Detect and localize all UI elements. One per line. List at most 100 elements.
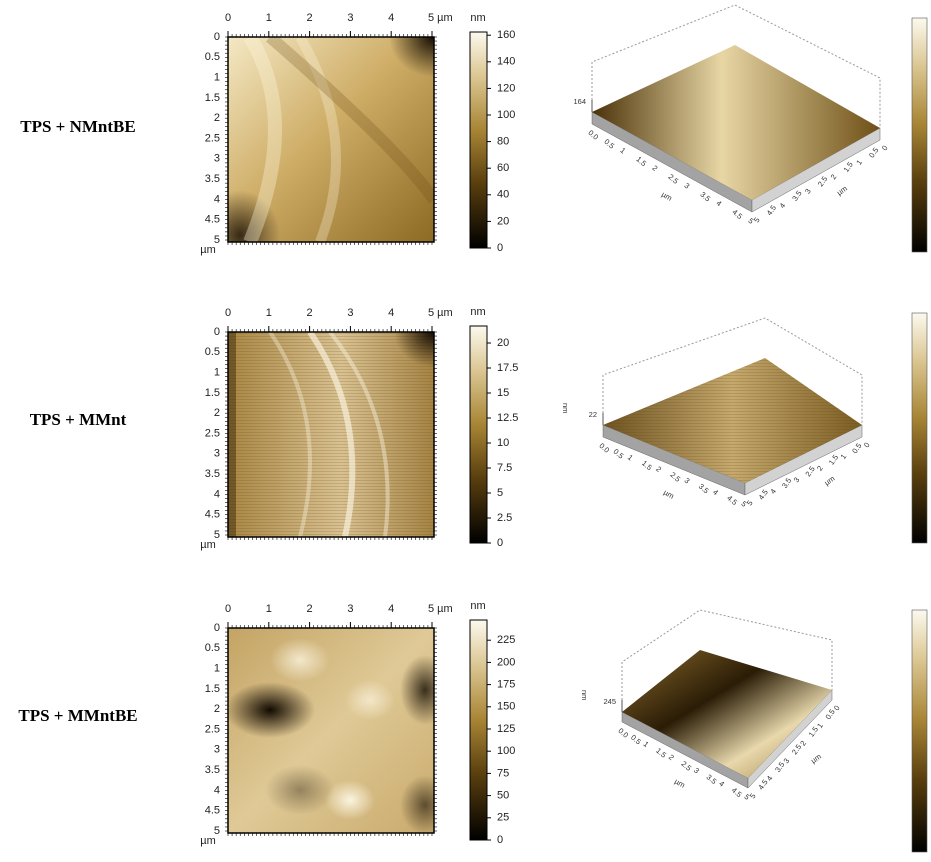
row-label: TPS + NMntBE [20,117,135,136]
x3d-tick-label: 3.5 [698,190,712,204]
x3d-tick-label: 3.5 [697,482,711,496]
y-tick-label: 2 [214,703,220,715]
y-tick-label: 2.5 [205,132,220,144]
x3d-tick-label: 3 [692,766,701,776]
x-tick-label: 0 [225,12,231,24]
colorbar-tick-label: 200 [497,656,515,668]
y-tick-label: 1.5 [205,387,220,399]
x3d-tick-label: 3 [682,181,691,191]
y3d-tick-label: 0 [862,441,872,450]
x3d-tick-label: 0.5 [629,733,643,747]
x-tick-label: 4 [388,12,394,24]
y-tick-label: 3.5 [205,764,220,776]
x-tick-label: 1 [266,603,272,615]
colorbar-3d [912,313,927,543]
x-tick-label: 5 µm [428,603,453,615]
colorbar-tick-label: 10 [497,437,509,449]
x3d-tick-label: 4.5 [730,786,744,800]
colorbar-tick-label: 17.5 [497,362,518,374]
y3d-tick-label: 5 [745,499,755,508]
y3d-unit: µm [835,184,849,197]
y3d-unit: µm [809,752,823,765]
y3d-tick-label: 2 [829,173,839,182]
y-tick-label: 4.5 [205,509,220,521]
y-tick-label: 1 [214,367,220,379]
x3d-tick-label: 3 [683,476,692,486]
y-tick-label: 3 [214,448,220,460]
x-tick-label: 4 [388,603,394,615]
x-tick-label: 2 [307,307,313,319]
colorbar-tick-label: 80 [497,136,509,148]
y-tick-label: 3.5 [205,173,220,185]
y-tick-label: 0 [214,326,220,338]
y-tick-label: 3 [214,153,220,165]
y3d-tick-label: 2 [815,464,825,473]
x3d-tick-label: 1 [642,739,651,749]
y3d-tick-label: 1.5 [841,160,854,174]
y3d-tick-label: 0 [880,144,890,153]
z-label: 164 [573,97,586,106]
x-tick-label: 0 [225,603,231,615]
figure: TPS + NMntBE012345 µm00.511.522.533.544.… [0,0,931,862]
x3d-tick-label: 0.0 [586,128,600,142]
y-tick-label: 4.5 [205,805,220,817]
colorbar-tick-label: 7.5 [497,462,512,474]
x-tick-label: 4 [388,307,394,319]
x-tick-label: 5 µm [428,307,453,319]
y-tick-label: 4 [214,784,220,796]
colorbar-tick-label: 100 [497,109,515,121]
x3d-tick-label: 1.5 [640,459,654,473]
colorbar-unit: nm [470,600,485,612]
y-tick-label: 2 [214,407,220,419]
x3d-tick-label: 2 [650,163,659,173]
y3d-tick-label: 4 [777,201,787,210]
y-tick-label: 3 [214,744,220,756]
y3d-tick-label: 3.5 [790,189,803,203]
y-tick-label: 4 [214,488,220,500]
y-tick-label: 1 [214,663,220,675]
y3d-unit: µm [823,474,837,487]
y-tick-label: 0 [214,31,220,43]
x-tick-label: 5 µm [428,12,453,24]
y-tick-label: 1.5 [205,92,220,104]
colorbar-tick-label: 175 [497,679,515,691]
x3d-tick-label: 4.5 [730,207,744,221]
y-tick-label: 1 [214,72,220,84]
colorbar-unit: nm [470,306,485,318]
colorbar-tick-label: 15 [497,387,509,399]
y-tick-label: 2 [214,112,220,124]
x-tick-label: 2 [307,12,313,24]
y-tick-label: 0 [214,622,220,634]
y-tick-label: 4 [214,193,220,205]
y-unit: µm [200,244,216,256]
x3d-tick-label: 4 [717,779,726,789]
colorbar-tick-label: 20 [497,337,509,349]
x-tick-label: 0 [225,307,231,319]
x3d-tick-label: 2 [667,753,676,763]
colorbar [470,32,487,248]
x3d-unit: µm [662,488,676,501]
x3d-tick-label: 1 [626,453,635,463]
x3d-tick-label: 0.0 [597,441,611,455]
x3d-tick-label: 3.5 [705,772,719,786]
colorbar-tick-label: 50 [497,790,509,802]
y3d-tick-label: 5 [748,792,758,801]
y3d-tick-label: 1 [854,158,864,167]
x-tick-label: 1 [266,12,272,24]
y-tick-label: 0.5 [205,642,220,654]
y3d-tick-label: 4 [768,487,778,496]
x3d-tick-label: 0.5 [612,447,626,461]
z-unit: nm [580,690,589,700]
y3d-tick-label: 4.5 [765,203,778,217]
colorbar [470,326,487,543]
colorbar-unit: nm [470,12,485,24]
x3d-tick-label: 4 [714,199,723,209]
x-tick-label: 3 [347,603,353,615]
colorbar-tick-label: 160 [497,29,515,41]
x-tick-label: 3 [347,307,353,319]
x3d-tick-label: 4.5 [725,493,739,507]
afm-map-image [225,628,450,835]
row-label: TPS + MMntBE [18,706,137,725]
y3d-tick-label: 5 [752,216,762,225]
x3d-unit: µm [673,777,687,790]
